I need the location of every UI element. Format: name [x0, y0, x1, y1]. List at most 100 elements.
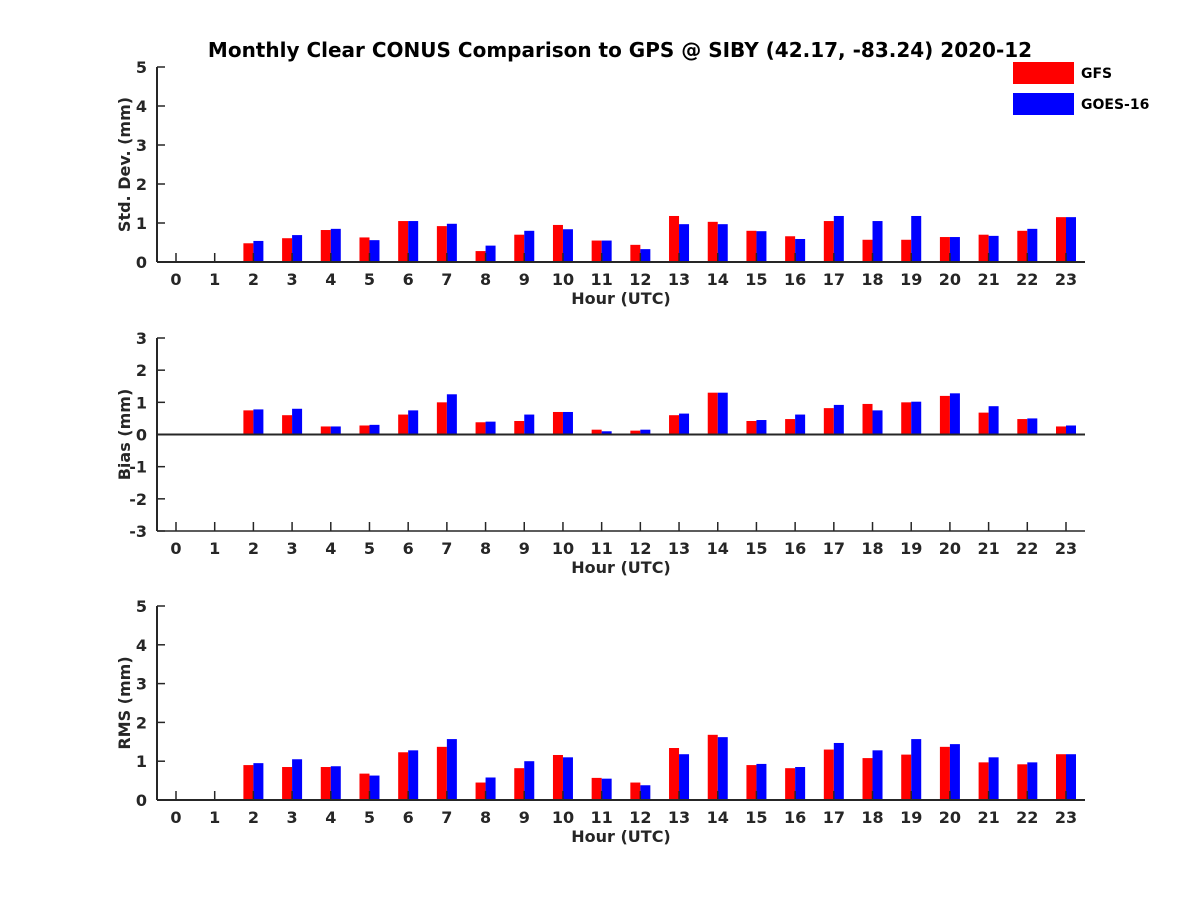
- bar-gfs-hour-23: [1056, 217, 1066, 262]
- bar-goes-16-hour-21: [988, 406, 999, 435]
- y-tick-label: 3: [136, 675, 147, 694]
- x-tick-label: 13: [668, 808, 690, 827]
- bar-gfs-hour-4: [320, 426, 331, 435]
- x-tick-label: 19: [900, 808, 922, 827]
- bar-goes-16-hour-8: [485, 777, 496, 800]
- y-tick-label: 1: [136, 752, 147, 771]
- y-tick-label: -3: [129, 522, 147, 541]
- x-tick-label: 16: [784, 539, 806, 558]
- x-tick-label: 8: [480, 270, 491, 289]
- x-tick-label: 22: [1016, 808, 1038, 827]
- bar-gfs-hour-17: [823, 749, 834, 800]
- x-tick-label: 21: [977, 808, 999, 827]
- x-tick-label: 11: [591, 539, 613, 558]
- bar-gfs-hour-5: [359, 425, 370, 435]
- bar-goes-16-hour-13: [679, 413, 690, 435]
- bar-goes-16-hour-9: [524, 761, 535, 800]
- y-tick-label: 2: [136, 361, 147, 380]
- x-tick-label: 9: [519, 539, 530, 558]
- bar-gfs-hour-11: [591, 429, 602, 435]
- x-tick-label: 19: [900, 539, 922, 558]
- bar-goes-16-hour-20: [949, 744, 960, 800]
- x-tick-label: 9: [519, 270, 530, 289]
- bar-goes-16-hour-16: [795, 238, 806, 262]
- bar-gfs-hour-14: [707, 734, 718, 800]
- x-tick-label: 5: [364, 808, 375, 827]
- y-tick-label: 0: [136, 791, 147, 810]
- bar-goes-16-hour-18: [872, 410, 883, 435]
- bar-goes-16-hour-6: [408, 410, 419, 435]
- bar-gfs-hour-20: [939, 746, 950, 800]
- bar-gfs-hour-15: [746, 765, 757, 800]
- bar-goes-16-hour-15: [756, 420, 767, 435]
- bar-goes-16-hour-4: [330, 228, 341, 262]
- bar-gfs-hour-10: [552, 224, 563, 262]
- bar-goes-16-hour-8: [485, 245, 496, 262]
- bar-gfs-hour-23: [1056, 426, 1066, 435]
- y-axis-label: RMS (mm): [115, 656, 134, 749]
- y-tick-label: 5: [136, 597, 147, 616]
- x-tick-label: 7: [441, 539, 452, 558]
- bar-goes-16-hour-17: [833, 742, 844, 800]
- x-tick-label: 3: [287, 539, 298, 558]
- legend-label-goes-16: GOES-16: [1081, 97, 1149, 113]
- x-tick-label: 11: [591, 808, 613, 827]
- y-axis-label: Bias (mm): [115, 389, 134, 481]
- bar-goes-16-hour-5: [369, 775, 380, 800]
- bar-goes-16-hour-9: [524, 414, 535, 435]
- bar-gfs-hour-18: [862, 239, 873, 262]
- x-tick-label: 12: [629, 270, 651, 289]
- x-tick-label: 16: [784, 270, 806, 289]
- x-tick-label: 4: [325, 270, 336, 289]
- x-tick-label: 10: [552, 808, 574, 827]
- bar-gfs-hour-12: [630, 782, 641, 800]
- y-tick-label: -2: [129, 490, 147, 509]
- bar-goes-16-hour-3: [292, 235, 303, 262]
- bar-gfs-hour-2: [243, 410, 254, 435]
- x-tick-label: 18: [861, 539, 883, 558]
- x-tick-label: 21: [977, 270, 999, 289]
- bar-goes-16-hour-10: [562, 411, 573, 435]
- y-tick-label: 4: [136, 97, 147, 116]
- bar-gfs-hour-21: [978, 762, 989, 800]
- bar-gfs-hour-7: [436, 746, 447, 800]
- bar-goes-16-hour-20: [949, 237, 960, 262]
- x-tick-label: 8: [480, 539, 491, 558]
- bar-goes-16-hour-21: [988, 235, 999, 262]
- bar-gfs-hour-18: [862, 403, 873, 435]
- x-tick-label: 7: [441, 270, 452, 289]
- x-tick-label: 20: [939, 808, 961, 827]
- x-tick-label: 20: [939, 270, 961, 289]
- x-tick-label: 4: [325, 808, 336, 827]
- bar-gfs-hour-23: [1056, 754, 1066, 800]
- x-tick-label: 0: [170, 808, 181, 827]
- x-tick-label: 23: [1055, 808, 1077, 827]
- bar-goes-16-hour-15: [756, 763, 767, 800]
- y-tick-label: 0: [136, 253, 147, 272]
- bar-goes-16-hour-13: [679, 224, 690, 262]
- x-tick-label: 21: [977, 539, 999, 558]
- x-tick-label: 12: [629, 808, 651, 827]
- bar-goes-16-hour-13: [679, 754, 690, 800]
- bar-goes-16-hour-4: [330, 426, 341, 435]
- x-tick-label: 17: [823, 539, 845, 558]
- x-tick-label: 12: [629, 539, 651, 558]
- x-tick-label: 15: [745, 808, 767, 827]
- bar-goes-16-hour-18: [872, 750, 883, 800]
- x-tick-label: 17: [823, 270, 845, 289]
- x-tick-label: 2: [248, 539, 259, 558]
- bar-goes-16-hour-10: [562, 229, 573, 262]
- bar-gfs-hour-17: [823, 221, 834, 262]
- x-tick-label: 20: [939, 539, 961, 558]
- bar-goes-16-hour-4: [330, 766, 341, 800]
- bar-gfs-hour-16: [785, 768, 796, 800]
- bar-gfs-hour-16: [785, 236, 796, 262]
- x-axis-label: Hour (UTC): [571, 289, 671, 308]
- bar-goes-16-hour-18: [872, 221, 883, 262]
- bar-gfs-hour-22: [1017, 764, 1028, 800]
- bar-goes-16-hour-10: [562, 757, 573, 800]
- bar-goes-16-hour-6: [408, 750, 419, 800]
